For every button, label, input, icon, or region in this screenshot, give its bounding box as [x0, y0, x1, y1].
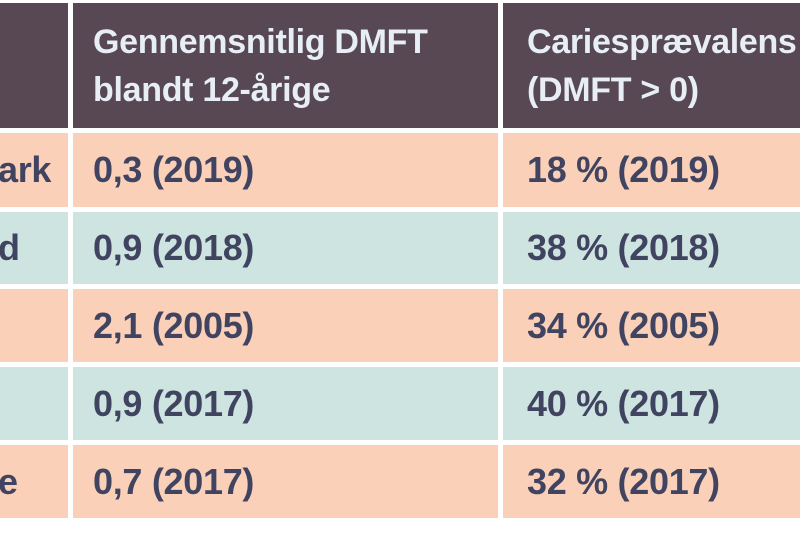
row-1-country-fragment: ark	[0, 149, 52, 190]
header-prevalence-line1: Cariesprævalens	[527, 22, 797, 61]
row-4-dmft-cell: 0,9 (2017)	[73, 367, 498, 440]
row-4-prevalence-value: 40 % (2017)	[527, 382, 720, 424]
row-3-dmft-cell: 2,1 (2005)	[73, 289, 498, 362]
row-2-dmft-cell: 0,9 (2018)	[73, 212, 498, 284]
row-2-country-fragment: d	[0, 227, 20, 268]
row-1-prevalence-cell: 18 % (2019)	[503, 133, 800, 207]
row-5-dmft-cell: 0,7 (2017)	[73, 445, 498, 518]
row-1-prevalence-value: 18 % (2019)	[527, 149, 720, 190]
header-prevalence-line2: (DMFT > 0)	[527, 70, 699, 109]
row-5-dmft-value: 0,7 (2017)	[93, 460, 255, 502]
row-4-country-cell	[0, 367, 68, 440]
header-prevalence-cell: Cariesprævalens (DMFT > 0)	[503, 3, 800, 128]
header-dmft-line2: blandt 12-årige	[93, 70, 331, 109]
row-5-country-fragment: e	[0, 460, 18, 502]
row-2-country-cell: d	[0, 212, 68, 284]
row-3-prevalence-value: 34 % (2005)	[527, 304, 720, 346]
header-dmft-text: Gennemsnitlig DMFT blandt 12-årige	[93, 18, 428, 114]
row-3-prevalence-cell: 34 % (2005)	[503, 289, 800, 362]
row-2-dmft-value: 0,9 (2018)	[93, 227, 255, 268]
header-country-cell	[0, 3, 68, 128]
header-dmft-cell: Gennemsnitlig DMFT blandt 12-årige	[73, 3, 498, 128]
row-1-dmft-value: 0,3 (2019)	[93, 149, 255, 190]
row-5-prevalence-value: 32 % (2017)	[527, 460, 720, 502]
dmft-comparison-table: Gennemsnitlig DMFT blandt 12-årige Carie…	[0, 3, 800, 518]
header-prevalence-text: Cariesprævalens (DMFT > 0)	[527, 18, 797, 114]
row-2-prevalence-cell: 38 % (2018)	[503, 212, 800, 284]
row-2-prevalence-value: 38 % (2018)	[527, 227, 720, 268]
row-3-dmft-value: 2,1 (2005)	[93, 304, 255, 346]
row-3-country-cell	[0, 289, 68, 362]
header-dmft-line1: Gennemsnitlig DMFT	[93, 22, 428, 61]
row-4-prevalence-cell: 40 % (2017)	[503, 367, 800, 440]
row-1-dmft-cell: 0,3 (2019)	[73, 133, 498, 207]
row-1-country-cell: ark	[0, 133, 68, 207]
row-4-dmft-value: 0,9 (2017)	[93, 382, 255, 424]
row-5-prevalence-cell: 32 % (2017)	[503, 445, 800, 518]
row-5-country-cell: e	[0, 445, 68, 518]
